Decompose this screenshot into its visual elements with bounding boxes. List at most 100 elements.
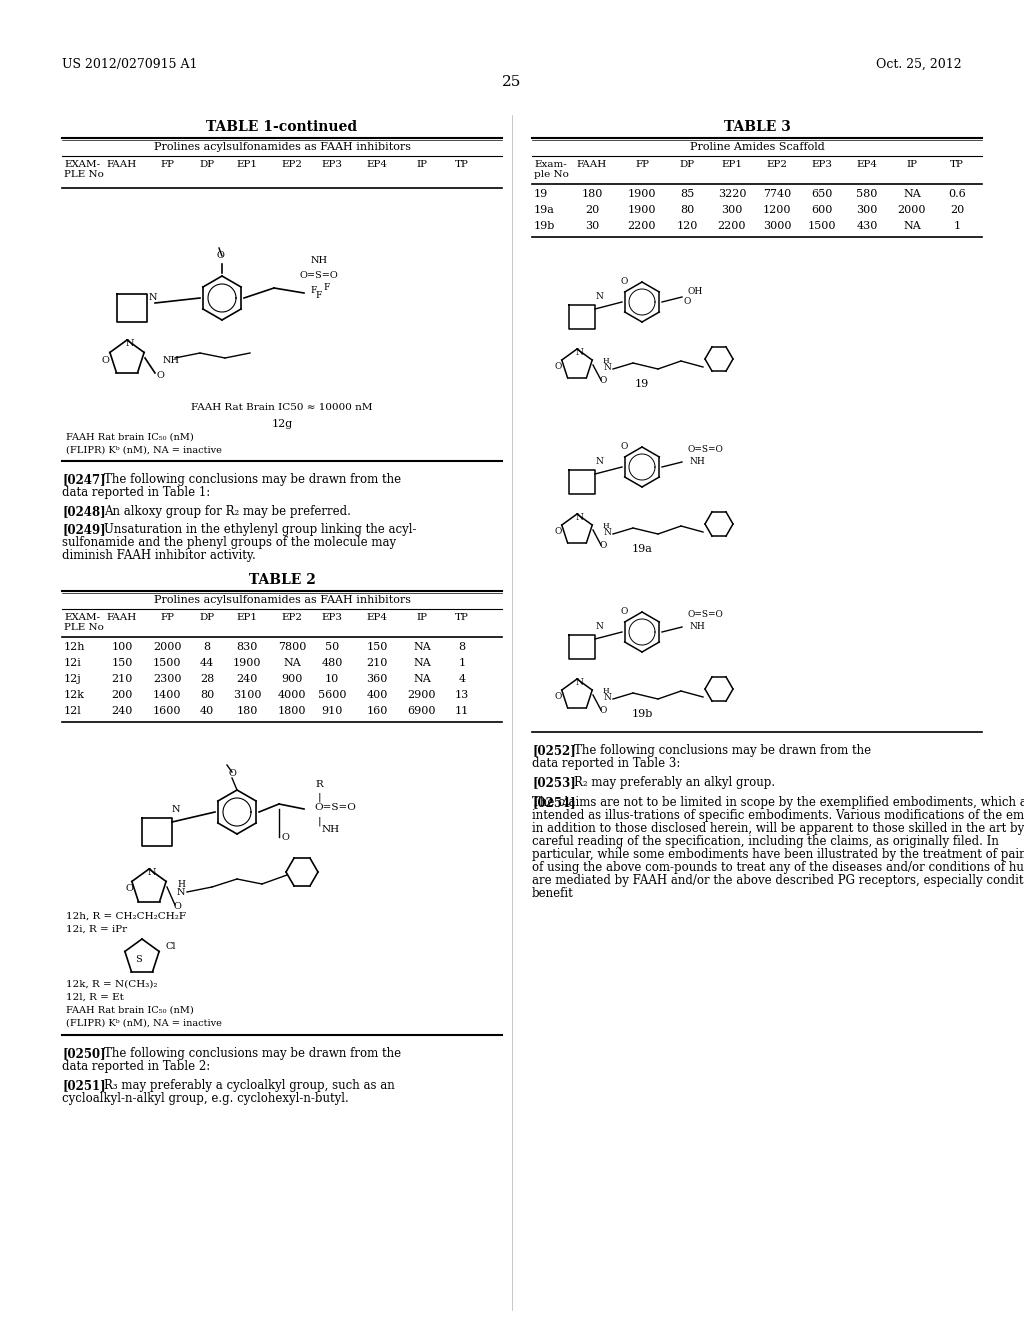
- Text: 12i, R = iPr: 12i, R = iPr: [66, 925, 127, 935]
- Text: 150: 150: [112, 657, 133, 668]
- Text: EP1: EP1: [237, 160, 257, 169]
- Text: 650: 650: [811, 189, 833, 199]
- Text: 100: 100: [112, 642, 133, 652]
- Text: 1800: 1800: [278, 706, 306, 715]
- Text: NH: NH: [163, 356, 180, 366]
- Text: 19b: 19b: [534, 220, 555, 231]
- Text: 1200: 1200: [763, 205, 792, 215]
- Text: NH: NH: [310, 256, 328, 265]
- Text: N: N: [575, 678, 583, 686]
- Text: 19a: 19a: [534, 205, 555, 215]
- Text: 1600: 1600: [153, 706, 181, 715]
- Text: 7740: 7740: [763, 189, 792, 199]
- Text: 12j: 12j: [63, 675, 82, 684]
- Text: FAAH: FAAH: [106, 160, 137, 169]
- Text: O: O: [101, 356, 109, 366]
- Text: Proline Amides Scaffold: Proline Amides Scaffold: [689, 143, 824, 152]
- Text: O=S=O: O=S=O: [314, 803, 356, 812]
- Text: NA: NA: [413, 642, 431, 652]
- Text: EP3: EP3: [322, 160, 342, 169]
- Text: 1: 1: [953, 220, 961, 231]
- Text: 12g: 12g: [271, 418, 293, 429]
- Text: 8: 8: [204, 642, 211, 652]
- Text: O=S=O: O=S=O: [687, 610, 723, 619]
- Text: 0.6: 0.6: [948, 189, 966, 199]
- Text: H: H: [177, 880, 185, 888]
- Text: The following conclusions may be drawn from the: The following conclusions may be drawn f…: [574, 744, 871, 756]
- Text: 4000: 4000: [278, 690, 306, 700]
- Text: FP: FP: [160, 612, 174, 622]
- Text: 25: 25: [503, 75, 521, 88]
- Text: NA: NA: [413, 657, 431, 668]
- Text: EP1: EP1: [722, 160, 742, 169]
- Text: 150: 150: [367, 642, 388, 652]
- Text: F: F: [315, 290, 323, 300]
- Text: 400: 400: [367, 690, 388, 700]
- Text: 300: 300: [721, 205, 742, 215]
- Text: O: O: [684, 297, 691, 306]
- Text: 3100: 3100: [232, 690, 261, 700]
- Text: EP3: EP3: [811, 160, 833, 169]
- Text: NA: NA: [903, 189, 921, 199]
- Text: [0247]: [0247]: [62, 473, 105, 486]
- Text: (FLIPR) Kᵇ (nM), NA = inactive: (FLIPR) Kᵇ (nM), NA = inactive: [66, 446, 222, 455]
- Text: TP: TP: [455, 160, 469, 169]
- Text: The following conclusions may be drawn from the: The following conclusions may be drawn f…: [104, 473, 401, 486]
- Text: S: S: [135, 954, 142, 964]
- Text: R: R: [315, 780, 323, 789]
- Text: intended as illus-trations of specific embodiments. Various modifications of the: intended as illus-trations of specific e…: [532, 809, 1024, 822]
- Text: EP4: EP4: [367, 160, 387, 169]
- Text: FP: FP: [635, 160, 649, 169]
- Text: cycloalkyl-n-alkyl group, e.g. cyclohexyl-n-butyl.: cycloalkyl-n-alkyl group, e.g. cyclohexy…: [62, 1092, 349, 1105]
- Text: 430: 430: [856, 220, 878, 231]
- Text: 1900: 1900: [628, 189, 656, 199]
- Text: TABLE 3: TABLE 3: [724, 120, 791, 135]
- Text: in addition to those disclosed herein, will be apparent to those skilled in the : in addition to those disclosed herein, w…: [532, 822, 1024, 836]
- Text: IP: IP: [906, 160, 918, 169]
- Text: 40: 40: [200, 706, 214, 715]
- Text: Exam-
ple No: Exam- ple No: [534, 160, 569, 180]
- Text: particular, while some embodiments have been illustrated by the treatment of pai: particular, while some embodiments have …: [532, 847, 1024, 861]
- Text: DP: DP: [680, 160, 694, 169]
- Text: 2200: 2200: [718, 220, 746, 231]
- Text: 19b: 19b: [632, 709, 652, 719]
- Text: diminish FAAH inhibitor activity.: diminish FAAH inhibitor activity.: [62, 549, 256, 562]
- Text: 7800: 7800: [278, 642, 306, 652]
- Text: F: F: [324, 282, 330, 292]
- Text: data reported in Table 1:: data reported in Table 1:: [62, 486, 210, 499]
- Text: EXAM-
PLE No: EXAM- PLE No: [63, 612, 103, 632]
- Text: EP2: EP2: [767, 160, 787, 169]
- Text: O: O: [554, 527, 562, 536]
- Text: 20: 20: [950, 205, 965, 215]
- Text: The following conclusions may be drawn from the: The following conclusions may be drawn f…: [104, 1047, 401, 1060]
- Text: data reported in Table 2:: data reported in Table 2:: [62, 1060, 210, 1073]
- Text: Prolines acylsulfonamides as FAAH inhibitors: Prolines acylsulfonamides as FAAH inhibi…: [154, 143, 411, 152]
- Text: FP: FP: [160, 160, 174, 169]
- Text: N: N: [595, 622, 603, 631]
- Text: N: N: [603, 363, 611, 372]
- Text: O: O: [173, 902, 181, 911]
- Text: NH: NH: [322, 825, 340, 834]
- Text: data reported in Table 3:: data reported in Table 3:: [532, 756, 680, 770]
- Text: 12k: 12k: [63, 690, 85, 700]
- Text: 210: 210: [367, 657, 388, 668]
- Text: NA: NA: [903, 220, 921, 231]
- Text: O: O: [599, 706, 606, 715]
- Text: 160: 160: [367, 706, 388, 715]
- Text: O: O: [554, 362, 562, 371]
- Text: 12l: 12l: [63, 706, 82, 715]
- Text: OH: OH: [687, 286, 702, 296]
- Text: N: N: [172, 805, 180, 814]
- Text: N: N: [177, 888, 185, 898]
- Text: FAAH Rat brain IC₅₀ (nM): FAAH Rat brain IC₅₀ (nM): [66, 1006, 194, 1015]
- Text: H: H: [603, 356, 609, 366]
- Text: N: N: [126, 339, 134, 348]
- Text: 44: 44: [200, 657, 214, 668]
- Text: [0248]: [0248]: [62, 506, 105, 517]
- Text: 580: 580: [856, 189, 878, 199]
- Text: Unsaturation in the ethylenyl group linking the acyl-: Unsaturation in the ethylenyl group link…: [104, 523, 417, 536]
- Text: Prolines acylsulfonamides as FAAH inhibitors: Prolines acylsulfonamides as FAAH inhibi…: [154, 595, 411, 605]
- Text: N: N: [603, 693, 611, 702]
- Text: 210: 210: [112, 675, 133, 684]
- Text: R₃ may preferably a cycloalkyl group, such as an: R₃ may preferably a cycloalkyl group, su…: [104, 1078, 394, 1092]
